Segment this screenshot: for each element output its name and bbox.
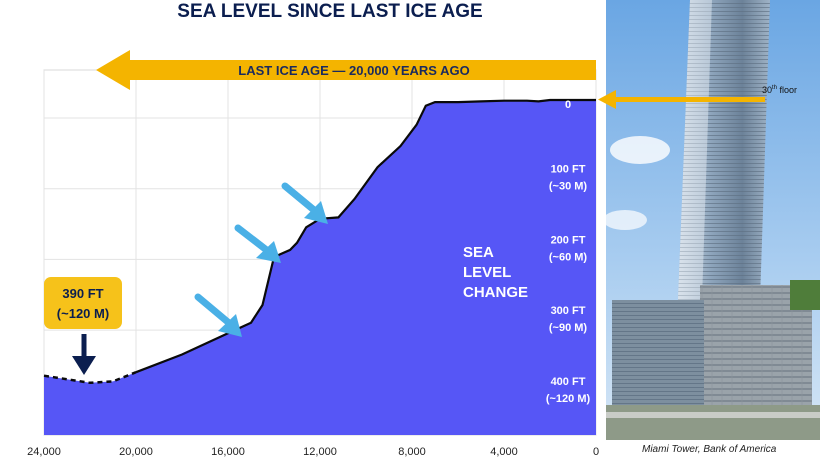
y-tick-label: 0	[565, 99, 571, 111]
annotation-line-2: LEVEL	[463, 264, 511, 281]
down-arrow-icon	[72, 334, 96, 375]
lower-building-floors	[612, 300, 704, 410]
ice-age-banner: LAST ICE AGE — 20,000 YEARS AGO	[96, 50, 596, 90]
banner-label: LAST ICE AGE — 20,000 YEARS AGO	[238, 63, 469, 78]
y-tick-label: (~30 M)	[549, 181, 588, 193]
trees	[790, 280, 820, 310]
sea-level-dashed-trough	[43, 371, 137, 385]
sea-level-line	[135, 98, 596, 374]
annotation-line-1: SEA	[463, 244, 494, 261]
tower-highlight	[678, 0, 712, 300]
arrow-3-icon	[281, 182, 328, 224]
street-level	[606, 405, 820, 440]
cloud	[603, 210, 647, 230]
callout-box	[44, 277, 122, 329]
x-tick-label: 20,000	[119, 446, 153, 458]
x-tick-label: 24,000	[27, 446, 61, 458]
x-tick-label: 8,000	[398, 446, 426, 458]
callout-line-1: 390 FT	[62, 286, 103, 301]
plot-area: 24,000 20,000 16,000 12,000 8,000 4,000 0 0 100…	[27, 69, 599, 458]
chart-title: SEA LEVEL SINCE LAST ICE AGE	[177, 1, 482, 22]
y-tick-label: (~60 M)	[549, 251, 588, 263]
floor-label: 30th floor	[762, 85, 797, 95]
y-tick-label: 100 FT	[551, 164, 586, 176]
callout-line-2: (~120 M)	[57, 306, 109, 321]
depth-callout: 390 FT (~120 M)	[44, 277, 122, 375]
y-tick-label: 300 FT	[551, 305, 586, 317]
x-axis-ticks: 24,000 20,000 16,000 12,000 8,000 4,000 0	[27, 446, 599, 458]
y-tick-label: (~120 M)	[546, 393, 591, 405]
y-tick-label: (~90 M)	[549, 322, 588, 334]
y-tick-label: 400 FT	[551, 376, 586, 388]
annotation-line-3: CHANGE	[463, 284, 528, 301]
sea-level-change-label: SEA LEVEL CHANGE	[463, 244, 528, 301]
floor-arrow-icon	[598, 90, 616, 109]
x-tick-label: 4,000	[490, 446, 518, 458]
cloud	[610, 136, 670, 164]
y-axis-ticks: 0 100 FT (~30 M) 200 FT (~60 M) 300 FT (~90 M)…	[546, 99, 591, 405]
floor-line	[615, 97, 765, 102]
x-tick-label: 16,000	[211, 446, 245, 458]
y-tick-label: 200 FT	[551, 234, 586, 246]
banner-arrow-shape	[96, 50, 596, 90]
pointer-arrows	[194, 182, 328, 337]
x-tick-label: 12,000	[303, 446, 337, 458]
x-tick-label: 0	[593, 446, 599, 458]
sea-level-area	[44, 100, 596, 435]
building-photo: 30th floor Miami Tower, Bank of America	[598, 0, 820, 455]
photo-caption: Miami Tower, Bank of America	[642, 444, 777, 455]
floor-pointer: 30th floor	[598, 85, 797, 109]
arrow-2-icon	[234, 224, 281, 263]
arrow-1-icon	[194, 293, 242, 337]
overpass	[606, 412, 820, 418]
